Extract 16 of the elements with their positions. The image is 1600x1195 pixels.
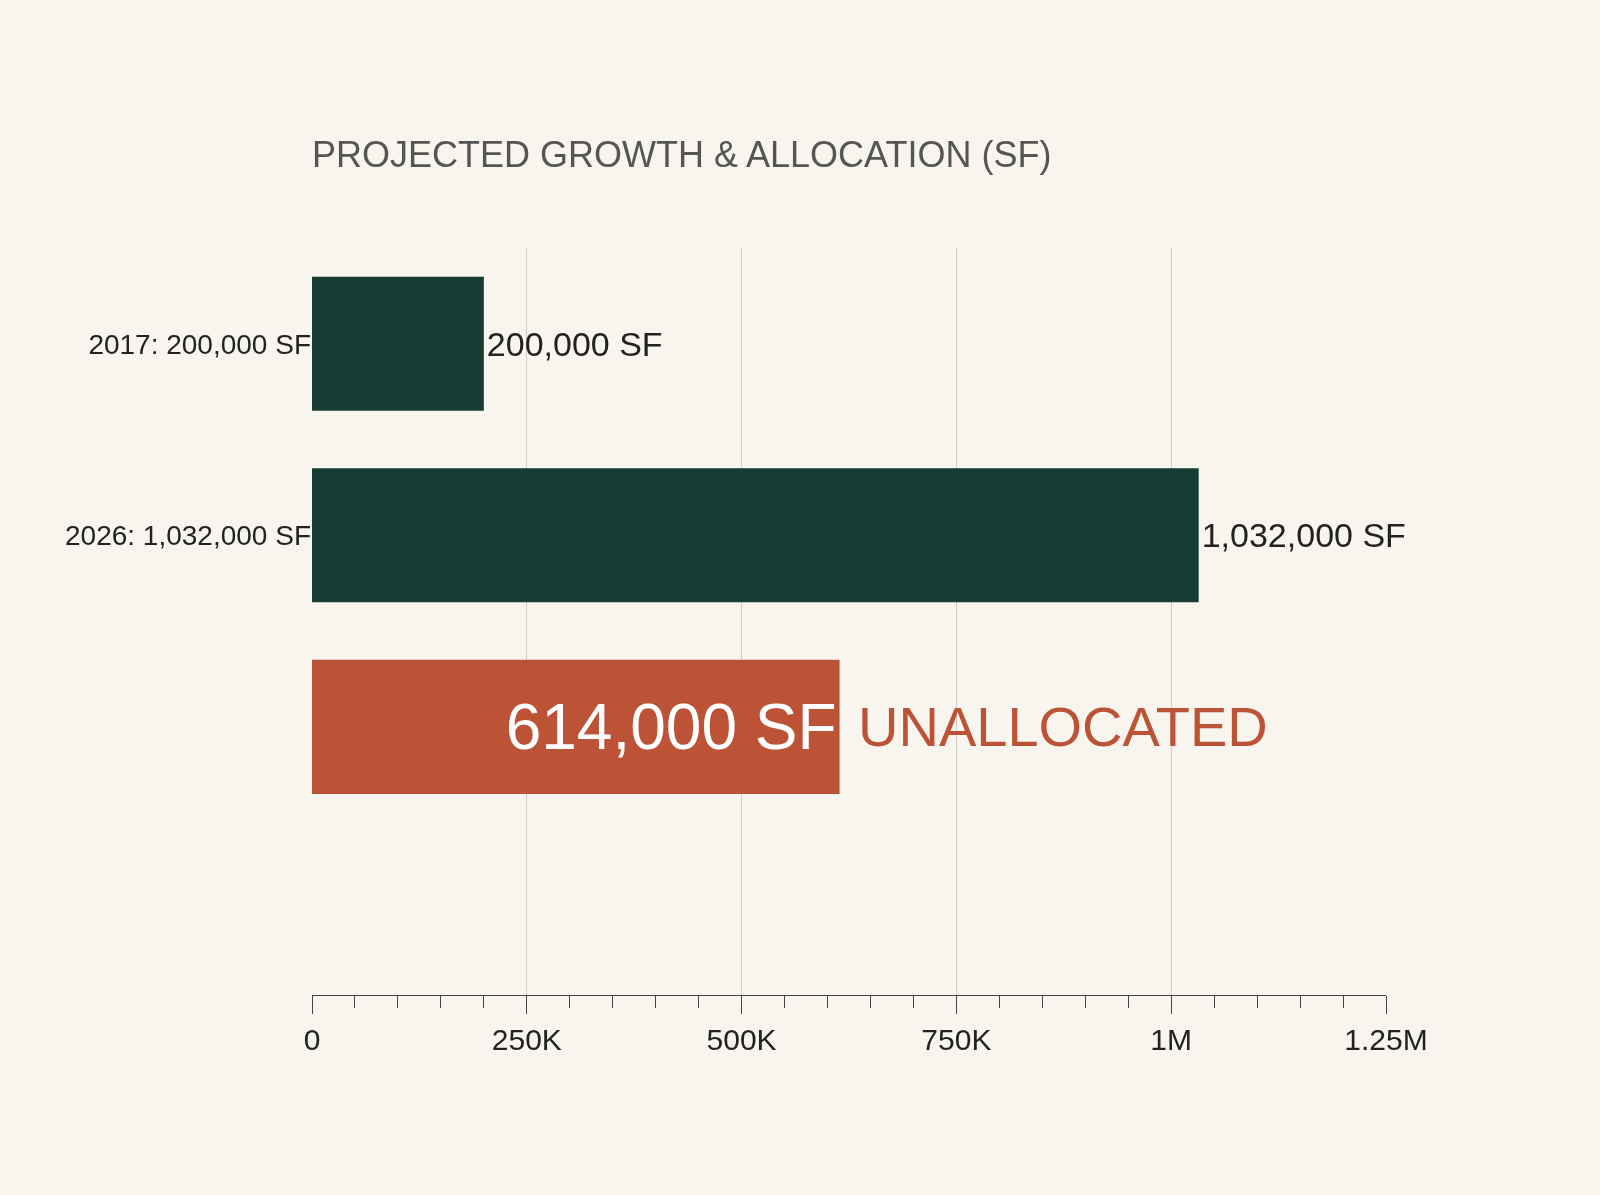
x-tick-label: 750K [921, 1023, 992, 1056]
bar [312, 468, 1199, 603]
x-tick-label: 1M [1150, 1023, 1193, 1056]
chart-title: PROJECTED GROWTH & ALLOCATION (SF) [312, 134, 1052, 176]
x-tick-label: 500K [706, 1023, 777, 1056]
x-tick-label: 0 [303, 1023, 321, 1056]
bar [312, 276, 484, 411]
x-tick-label: 1.25M [1344, 1023, 1428, 1056]
annotation: UNALLOCATED [858, 695, 1268, 758]
x-tick-label: 250K [491, 1023, 562, 1056]
bar [312, 659, 840, 794]
data-label: 614,000 SF [505, 690, 837, 763]
y-tick-label: 2017: 200,000 SF [88, 328, 311, 360]
data-label: 1,032,000 SF [1201, 516, 1406, 555]
y-tick-label: 2026: 1,032,000 SF [65, 520, 311, 552]
data-label: 200,000 SF [486, 324, 663, 363]
